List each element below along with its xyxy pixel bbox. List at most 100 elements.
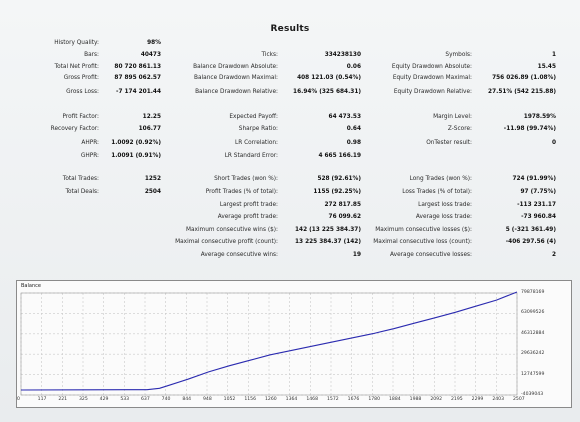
stat-value: 15.45 bbox=[537, 64, 556, 70]
x-tick-label: 533 bbox=[120, 397, 130, 402]
stat-label: LR Standard Error: bbox=[224, 153, 278, 159]
stat-label: Total Net Profit: bbox=[54, 64, 99, 70]
x-tick-label: 2092 bbox=[430, 397, 443, 402]
stat-label: Short Trades (won %): bbox=[214, 176, 278, 182]
stat-value: 27.51% (542 215.88) bbox=[488, 89, 556, 95]
x-tick-label: 1156 bbox=[244, 397, 257, 402]
y-tick-label: 29636242 bbox=[521, 351, 545, 357]
stat-value: 334238130 bbox=[324, 52, 361, 58]
stat-value: 142 (13 225 384.37) bbox=[295, 227, 361, 233]
stat-value: 272 817.85 bbox=[324, 202, 362, 208]
stat-label: Profit Factor: bbox=[62, 114, 99, 120]
stat-label: Equity Drawdown Absolute: bbox=[391, 64, 472, 70]
stat-value: 1.0092 (0.92%) bbox=[111, 140, 161, 146]
x-tick-label: 1676 bbox=[347, 397, 360, 402]
x-tick-label: 429 bbox=[99, 397, 109, 402]
stat-label: Balance Drawdown Relative: bbox=[195, 89, 278, 95]
stat-label: Average loss trade: bbox=[415, 214, 472, 220]
x-tick-label: 2299 bbox=[471, 397, 484, 402]
y-tick-label: 79878169 bbox=[521, 290, 545, 295]
stat-label: OnTester result: bbox=[426, 140, 472, 146]
stat-label: Expected Payoff: bbox=[229, 114, 278, 120]
stat-label: Maximum consecutive wins ($): bbox=[185, 227, 278, 233]
stat-value: -406 297.56 (4) bbox=[505, 239, 556, 245]
stat-label: Maximal consecutive loss (count): bbox=[373, 239, 472, 245]
stat-label: Largest loss trade: bbox=[418, 202, 472, 208]
stat-value: 756 026.89 (1.08%) bbox=[492, 75, 556, 81]
x-tick-label: 1260 bbox=[265, 397, 277, 402]
stat-label: Balance Drawdown Absolute: bbox=[193, 64, 278, 70]
stat-value: -7 174 201.44 bbox=[116, 89, 161, 95]
stat-label: Largest profit trade: bbox=[219, 202, 278, 208]
balance-line bbox=[20, 291, 518, 391]
stat-value: 4 665 166.19 bbox=[318, 153, 361, 159]
y-tick-label: 12747599 bbox=[521, 371, 545, 377]
x-tick-label: 637 bbox=[141, 397, 150, 402]
plot-area bbox=[20, 292, 518, 396]
stat-label: Average consecutive wins: bbox=[200, 252, 278, 258]
x-tick-label: 1572 bbox=[327, 397, 339, 402]
x-tick-label: 1468 bbox=[306, 397, 319, 402]
x-tick-label: 2403 bbox=[492, 397, 505, 402]
x-tick-label: 1780 bbox=[368, 397, 381, 402]
stat-value: 5 (-321 361.49) bbox=[505, 227, 556, 233]
stat-label: Long Trades (won %): bbox=[409, 176, 472, 182]
balance-chart-svg bbox=[20, 291, 518, 396]
stat-label: Total Deals: bbox=[65, 189, 99, 195]
stat-label: Ticks: bbox=[261, 52, 279, 58]
stat-value: 80 720 861.13 bbox=[114, 64, 161, 70]
x-tick-label: 844 bbox=[182, 397, 192, 402]
stat-label: Sharpe Ratio: bbox=[238, 126, 278, 132]
stat-label: Symbols: bbox=[445, 52, 472, 58]
x-tick-label: 0 bbox=[17, 397, 20, 402]
stat-value: 0.06 bbox=[346, 64, 361, 70]
stat-label: Balance Drawdown Maximal: bbox=[194, 75, 278, 81]
stat-label: GHPR: bbox=[80, 153, 99, 159]
stat-value: 97 (7.75%) bbox=[520, 189, 557, 195]
stat-label: Recovery Factor: bbox=[50, 126, 99, 132]
stat-value: 0 bbox=[551, 140, 556, 146]
y-tick-label: 63099526 bbox=[521, 310, 545, 316]
stat-label: AHPR: bbox=[81, 140, 99, 146]
balance-chart: Balance 79878169 63099526 46312884 29636242… bbox=[16, 280, 572, 408]
stat-label: Z-Score: bbox=[447, 126, 472, 132]
stat-label: Gross Profit: bbox=[63, 75, 99, 81]
stat-value: 2504 bbox=[144, 189, 161, 195]
chart-title: Balance bbox=[21, 283, 41, 289]
stat-value: 76 099.62 bbox=[328, 214, 361, 220]
x-tick-label: 948 bbox=[203, 397, 212, 402]
x-tick-label: 2507 bbox=[513, 397, 525, 402]
stat-value: -113 231.17 bbox=[517, 202, 556, 208]
y-tick-label: 46312884 bbox=[521, 330, 545, 336]
stat-value: 106.77 bbox=[138, 126, 161, 132]
stat-value: 64 473.53 bbox=[328, 114, 361, 120]
x-tick-label: 1988 bbox=[409, 397, 422, 402]
x-tick-label: 1052 bbox=[223, 397, 236, 402]
stat-label: Equity Drawdown Relative: bbox=[393, 89, 472, 95]
stat-label: Equity Drawdown Maximal: bbox=[392, 75, 472, 81]
stat-label: Average profit trade: bbox=[217, 214, 278, 220]
stat-value: 528 (92.61%) bbox=[317, 176, 361, 182]
stat-value: 40473 bbox=[140, 52, 161, 58]
report-title: Results bbox=[270, 24, 310, 34]
x-tick-label: 117 bbox=[37, 397, 47, 402]
x-tick-label: 2195 bbox=[451, 397, 463, 402]
stat-label: Margin Level: bbox=[433, 114, 472, 120]
x-tick-label: 221 bbox=[58, 397, 68, 402]
stat-value: -11.98 (99.74%) bbox=[503, 126, 556, 132]
stat-value: 1978.59% bbox=[523, 114, 556, 120]
stat-value: 1155 (92.25%) bbox=[313, 189, 361, 195]
stat-value: 1252 bbox=[144, 176, 161, 182]
stat-value: 12.25 bbox=[142, 114, 161, 120]
stat-value: 0.98 bbox=[346, 140, 361, 146]
stat-label: Maximum consecutive losses ($): bbox=[375, 227, 472, 233]
stat-label: History Quality: bbox=[54, 40, 99, 46]
stat-value: 2 bbox=[551, 252, 556, 258]
stat-label: Average consecutive losses: bbox=[390, 252, 472, 258]
stat-label: Profit Trades (% of total): bbox=[205, 189, 278, 195]
x-tick-label: 325 bbox=[79, 397, 88, 402]
x-tick-label: 1884 bbox=[389, 397, 401, 402]
stat-value: 19 bbox=[352, 252, 361, 258]
stat-value: 16.94% (325 684.31) bbox=[293, 89, 361, 95]
y-tick-label: -4039043 bbox=[521, 392, 544, 397]
